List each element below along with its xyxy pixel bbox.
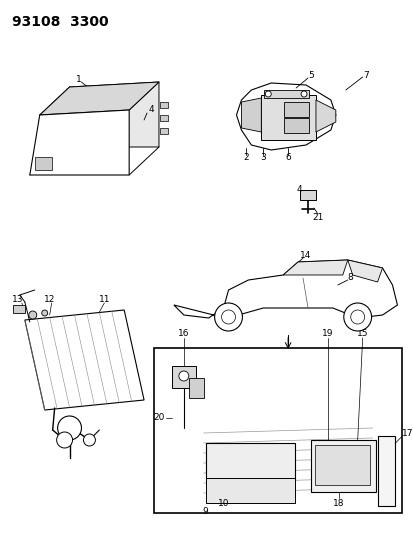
Text: 16: 16 [178, 328, 189, 337]
Text: 10: 10 [217, 498, 229, 507]
Text: 15: 15 [356, 328, 368, 337]
Polygon shape [30, 110, 129, 175]
Polygon shape [241, 98, 261, 132]
Polygon shape [25, 310, 144, 410]
Text: 11: 11 [98, 295, 110, 304]
Bar [159, 102, 168, 108]
Text: 2: 2 [243, 154, 249, 163]
Polygon shape [59, 82, 159, 147]
Bar [310, 440, 375, 492]
Polygon shape [282, 260, 347, 275]
Text: 7: 7 [362, 70, 368, 79]
Bar [283, 118, 308, 133]
Text: 18: 18 [332, 498, 344, 507]
Text: 12: 12 [44, 295, 55, 304]
Bar [283, 102, 308, 117]
Text: 4: 4 [296, 185, 301, 195]
Polygon shape [315, 100, 335, 132]
Text: 20: 20 [153, 414, 164, 423]
Polygon shape [173, 260, 396, 318]
Bar [188, 378, 203, 398]
Bar [205, 443, 294, 481]
Circle shape [57, 416, 81, 440]
Bar [263, 90, 308, 98]
Bar [171, 366, 195, 388]
Circle shape [350, 310, 364, 324]
Text: 3: 3 [260, 154, 266, 163]
Bar [13, 305, 25, 313]
Text: 14: 14 [299, 251, 311, 260]
Text: 6: 6 [285, 154, 290, 163]
Text: 4: 4 [148, 106, 154, 115]
Circle shape [83, 434, 95, 446]
Circle shape [57, 432, 72, 448]
Bar [314, 445, 369, 485]
Bar [154, 348, 401, 513]
Circle shape [29, 311, 37, 319]
Circle shape [265, 91, 271, 97]
Circle shape [221, 310, 235, 324]
Bar [299, 190, 315, 200]
Text: 93108  3300: 93108 3300 [12, 15, 108, 29]
Circle shape [214, 303, 242, 331]
Text: 19: 19 [321, 328, 333, 337]
Circle shape [343, 303, 371, 331]
Text: 9: 9 [202, 506, 208, 515]
Circle shape [300, 91, 306, 97]
Bar [159, 115, 168, 121]
Circle shape [178, 371, 188, 381]
Polygon shape [35, 157, 52, 170]
Circle shape [42, 310, 47, 316]
Text: 8: 8 [347, 273, 353, 282]
Bar [205, 478, 294, 503]
Text: 13: 13 [12, 295, 24, 304]
Polygon shape [40, 82, 159, 115]
Text: 21: 21 [311, 214, 323, 222]
Polygon shape [347, 260, 382, 282]
Text: 5: 5 [307, 70, 313, 79]
Bar [377, 436, 394, 506]
Bar [261, 95, 315, 140]
Polygon shape [236, 83, 335, 150]
Bar [159, 128, 168, 134]
Text: 17: 17 [401, 429, 412, 438]
Text: 1: 1 [76, 75, 81, 84]
